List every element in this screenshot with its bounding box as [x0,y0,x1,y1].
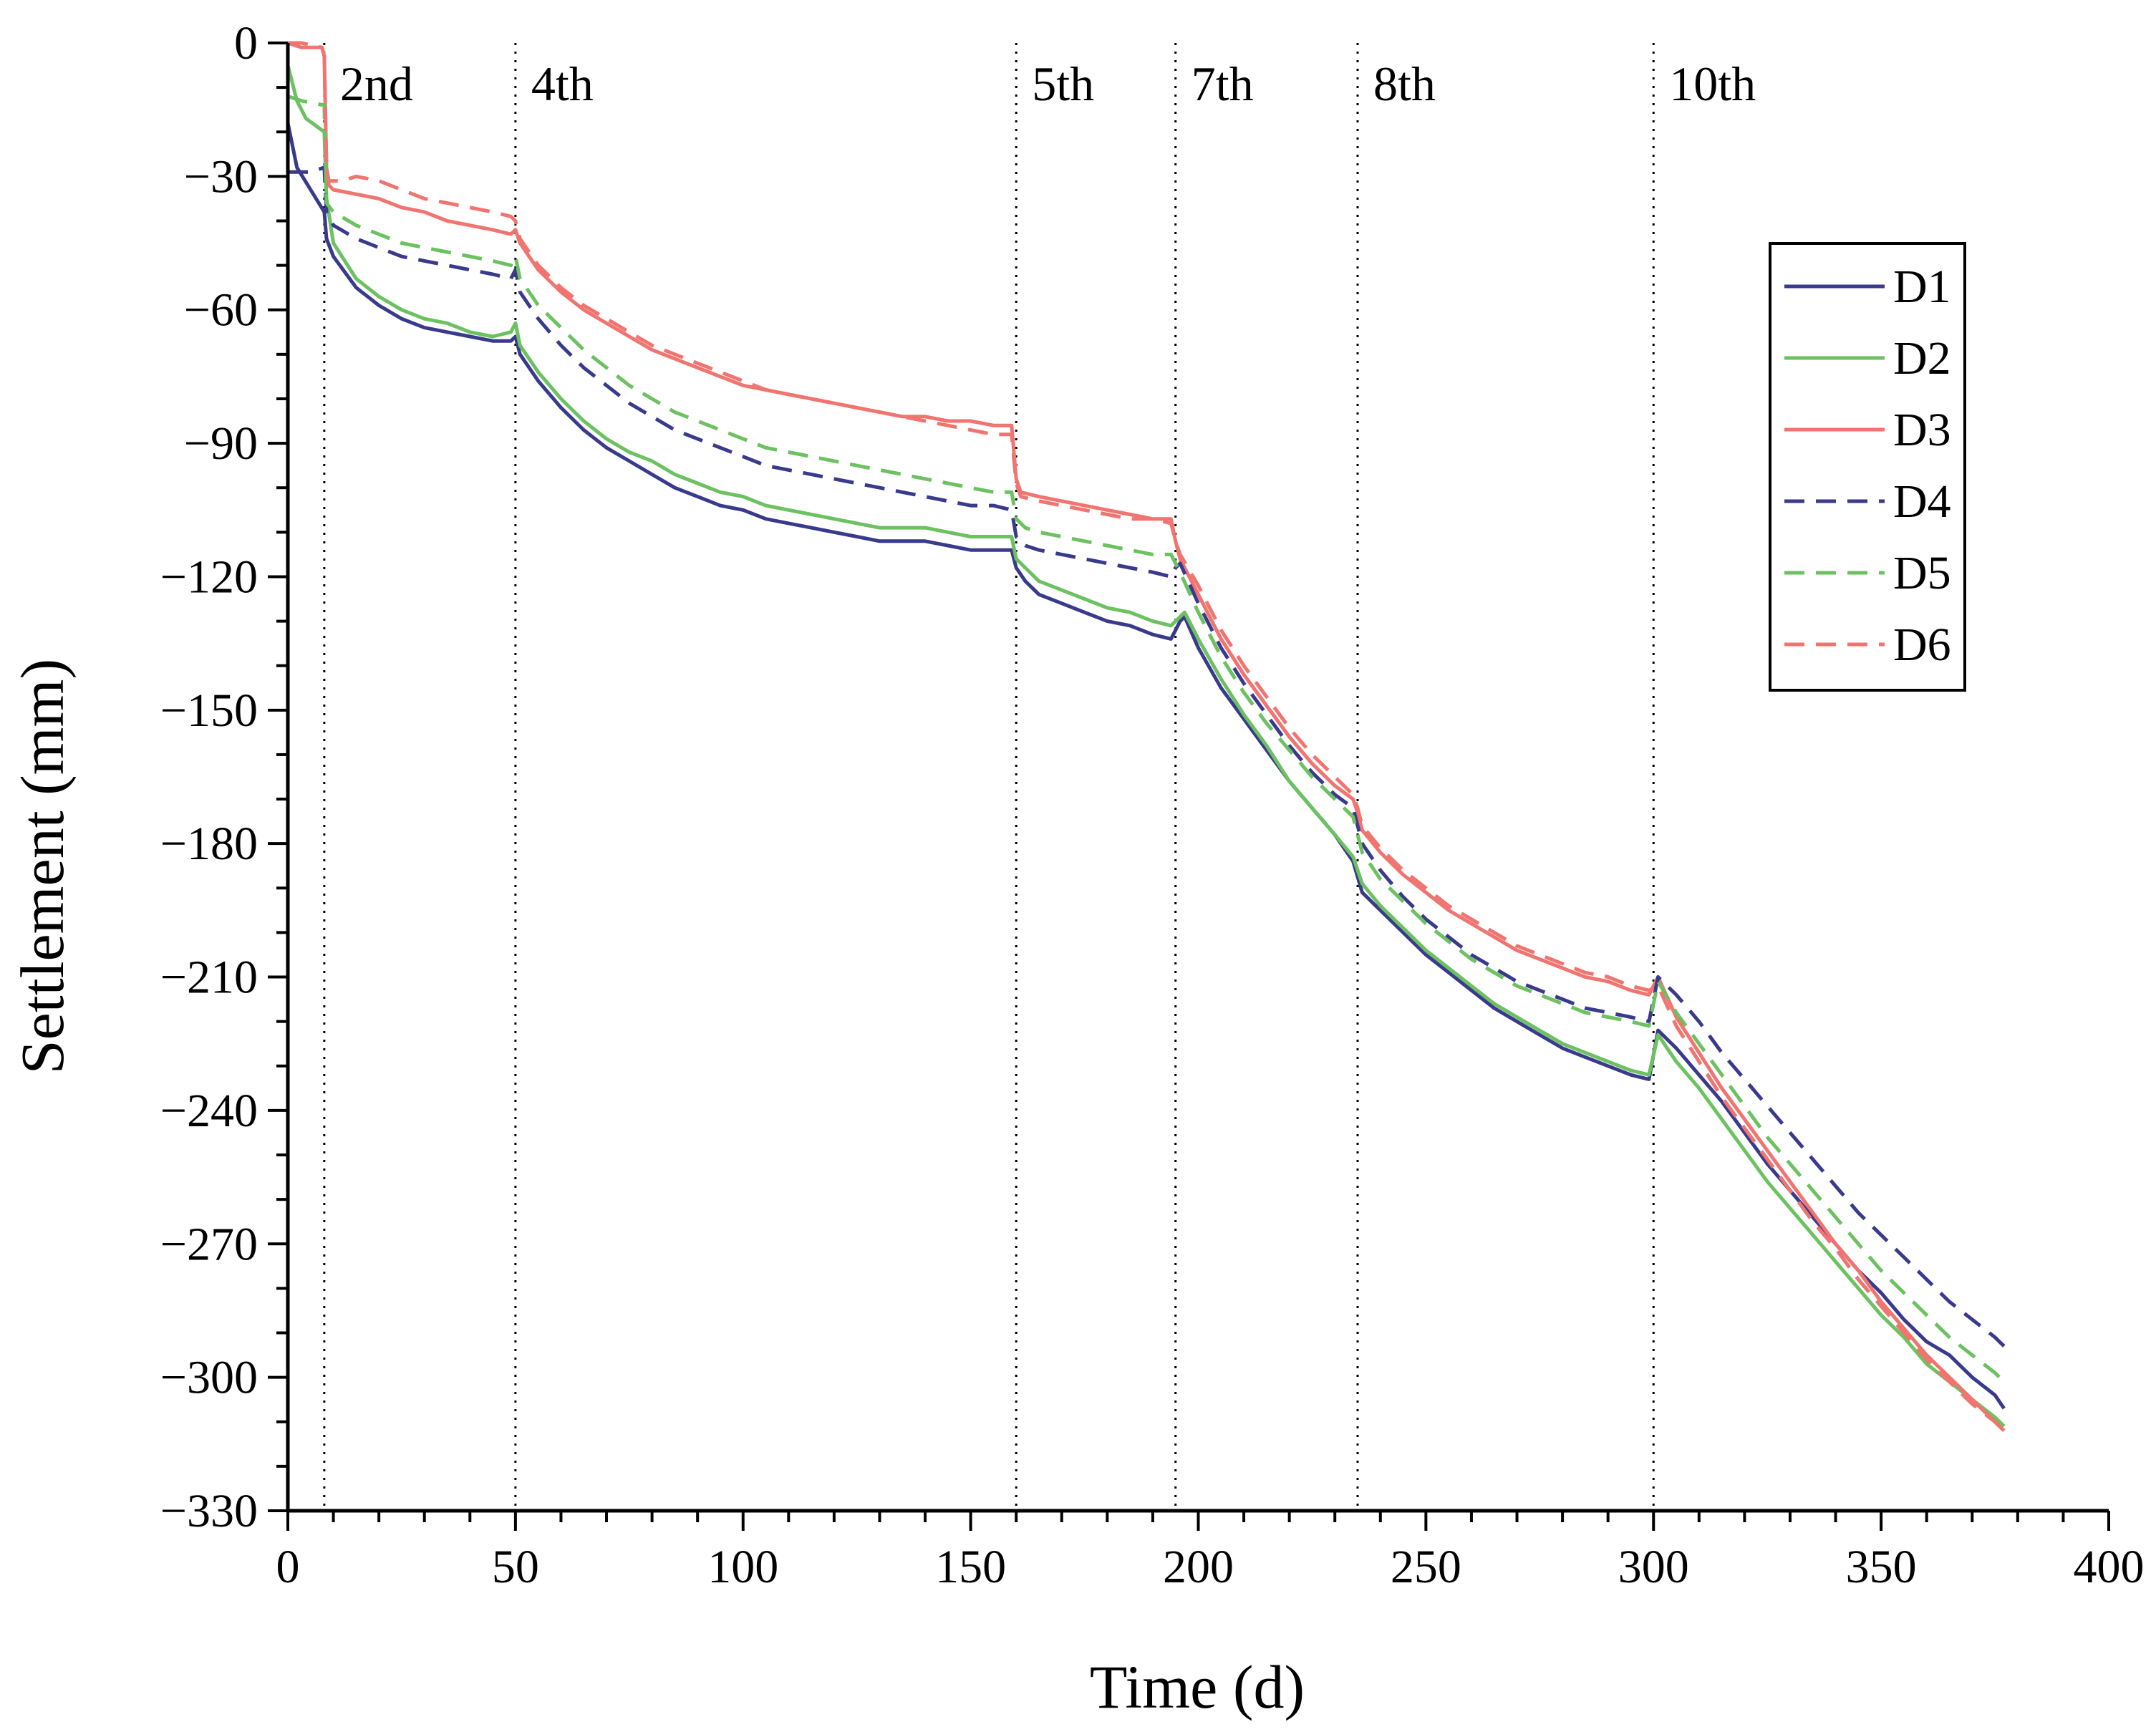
phase-label-7th: 7th [1191,57,1254,111]
x-tick-label: 300 [1618,1541,1689,1593]
y-tick-label: −180 [160,818,258,870]
x-tick-label: 350 [1846,1541,1917,1593]
series-line-d6 [288,41,2006,1432]
phase-label-4th: 4th [531,57,594,111]
y-tick-label: −330 [160,1485,258,1537]
phase-labels: 2nd 4th 5th 7th 8th 10th [340,57,1756,111]
y-tick-label: −240 [160,1085,258,1137]
series-line-d2 [286,64,2006,1428]
legend-label-d5: D5 [1893,547,1951,599]
series-line-d4 [288,165,2006,1348]
series-layer [286,41,2006,1432]
y-axis-title: Settlement (mm) [8,659,77,1074]
x-tick-label: 50 [492,1541,539,1593]
x-tick-label: 100 [707,1541,778,1593]
legend-label-d6: D6 [1893,619,1951,671]
series-line-d1 [286,122,2006,1410]
series-line-d5 [287,95,2006,1383]
legend-box [1769,242,1966,692]
y-tick-label: −270 [160,1218,258,1270]
legend-label-d1: D1 [1893,261,1951,313]
phase-label-8th: 8th [1373,57,1436,111]
x-tick-label: 150 [935,1541,1006,1593]
y-tick-label: −210 [160,952,258,1004]
x-axis-title: Time (d) [1090,1653,1305,1721]
phase-label-5th: 5th [1032,57,1094,111]
y-tick-label: −120 [160,551,258,603]
phase-label-10th: 10th [1669,57,1756,111]
x-tick-label: 400 [2074,1541,2145,1593]
axes: 0 −30 −60 −90 −120 −150 −180 −210 −240 −270 −300 −3… [160,17,2145,1593]
y-tick-label: −150 [160,684,258,737]
legend-label-d2: D2 [1893,332,1951,384]
y-tick-label: −300 [160,1352,258,1404]
x-tick-label: 200 [1163,1541,1234,1593]
x-tick-label: 250 [1391,1541,1461,1593]
phase-label-2nd: 2nd [340,57,413,111]
legend: D1 D2 D3 D4 D5 D6 [1769,242,1966,692]
legend-label-d3: D3 [1893,404,1951,456]
y-tick-label: −90 [184,417,258,470]
x-tick-label: 0 [276,1541,300,1593]
y-tick-label: −30 [184,150,258,203]
y-tick-label: −60 [184,284,258,337]
series-line-d3 [287,41,2006,1432]
y-tick-label: 0 [234,17,258,69]
legend-label-d4: D4 [1893,475,1951,528]
